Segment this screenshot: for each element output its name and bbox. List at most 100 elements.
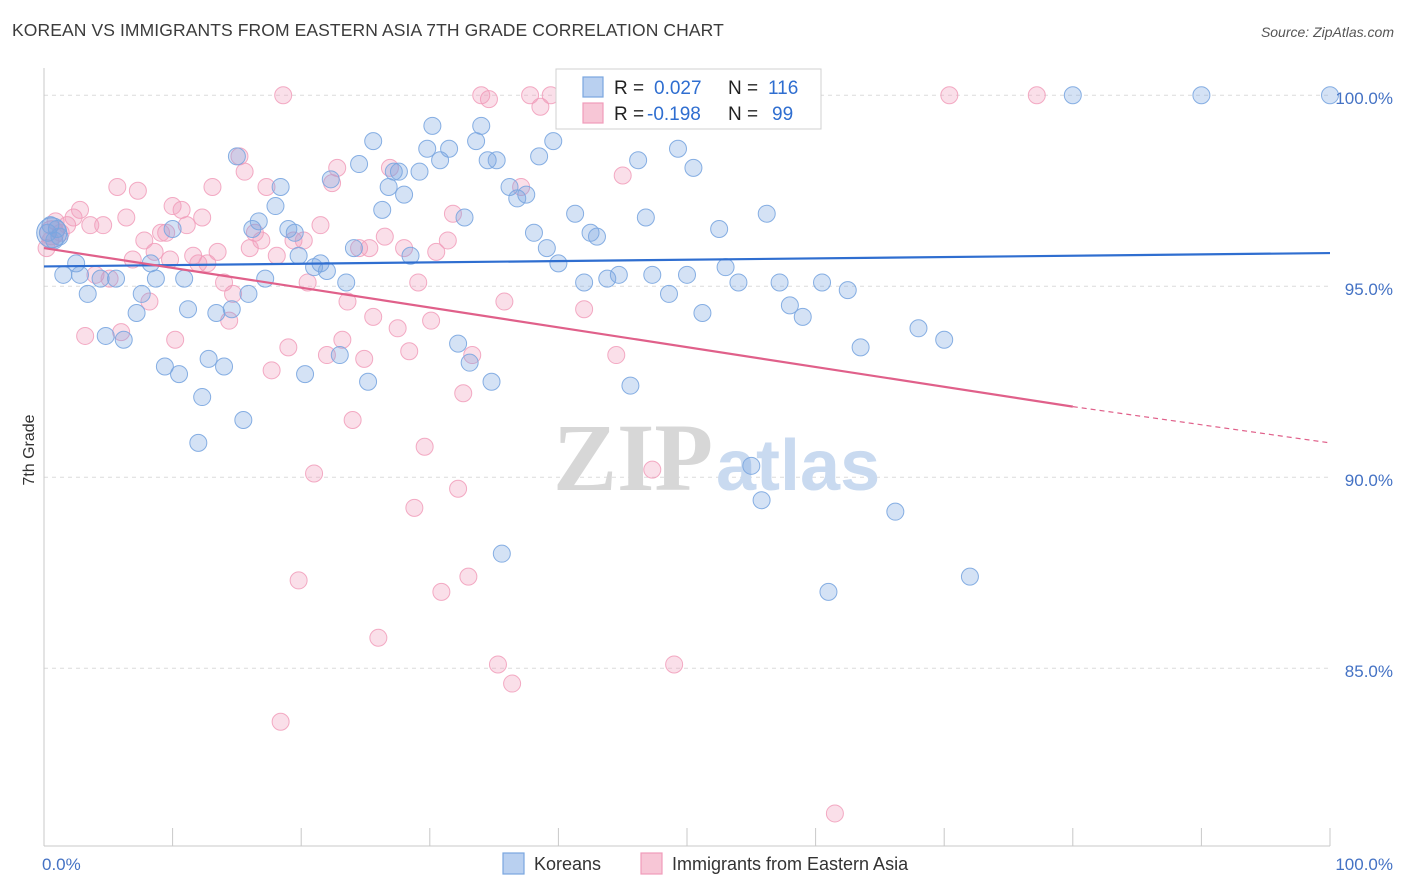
koreans-point (693, 304, 712, 323)
koreans-point (67, 254, 86, 273)
immigrants-point (274, 86, 293, 105)
koreans-point (410, 162, 429, 181)
koreans-point (266, 197, 285, 216)
immigrants-point (71, 200, 90, 219)
koreans-point (227, 147, 246, 166)
watermark-zip: ZIP (553, 404, 713, 511)
koreans-point (71, 265, 90, 284)
immigrants-point (128, 181, 147, 200)
legend-r-value-immigrants: -0.198 (647, 104, 701, 125)
koreans-point (199, 349, 218, 368)
koreans-point (742, 456, 761, 475)
koreans-point (478, 151, 497, 170)
immigrants-point (279, 338, 298, 357)
legend-r-label-koreans: R = (614, 78, 644, 99)
koreans-point (239, 284, 258, 303)
immigrants-point (166, 330, 185, 349)
immigrants-point (388, 319, 407, 338)
immigrants-point (665, 655, 684, 674)
immigrants-point (449, 479, 468, 498)
koreans-point (455, 208, 474, 227)
immigrants-point (289, 571, 308, 590)
legend-r-label-immigrants: R = (614, 104, 644, 125)
koreans-point (78, 284, 97, 303)
immigrants-point (262, 361, 281, 380)
immigrants-point (135, 231, 154, 250)
koreans-point (344, 239, 363, 258)
koreans-point (544, 132, 563, 151)
legend-swatch-koreans (582, 76, 604, 98)
grid-lines (44, 94, 1330, 669)
legend-n-label-immigrants: N = (728, 104, 758, 125)
koreans-point (684, 158, 703, 177)
koreans-point (440, 139, 459, 158)
koreans-point (107, 269, 126, 288)
koreans-point (127, 304, 146, 323)
x-tick-label-min: 0.0% (42, 855, 81, 874)
immigrants-point (454, 384, 473, 403)
immigrants-point (298, 273, 317, 292)
koreans-point (587, 227, 606, 246)
koreans-point (395, 185, 414, 204)
koreans-point (819, 582, 838, 601)
koreans-point (330, 346, 349, 365)
immigrants-point (643, 460, 662, 479)
koreans-point (285, 223, 304, 242)
chart-title: KOREAN VS IMMIGRANTS FROM EASTERN ASIA 7… (12, 20, 724, 40)
immigrants-point (443, 204, 462, 223)
immigrants-point (267, 246, 286, 265)
koreans-point (629, 151, 648, 170)
koreans-cluster-point (36, 217, 68, 249)
koreans-point (146, 269, 165, 288)
immigrants-point (117, 208, 136, 227)
koreans-point (530, 147, 549, 166)
koreans-point (256, 269, 275, 288)
koreans-point (886, 502, 905, 521)
trend-lines (43, 246, 1331, 444)
koreans-point (757, 204, 776, 223)
koreans-point (780, 296, 799, 315)
koreans-point (960, 567, 979, 586)
legend-n-value-immigrants: 99 (772, 104, 793, 125)
koreans-point (373, 200, 392, 219)
immigrants-point (208, 242, 227, 261)
koreans-point (508, 189, 527, 208)
immigrants-point (940, 86, 959, 105)
bottom-legend-swatch-koreans (502, 852, 525, 875)
immigrants-point (152, 223, 171, 242)
source-label: Source: ZipAtlas.com (1260, 24, 1394, 40)
koreans-point (193, 388, 212, 407)
series-immigrants-points (37, 86, 1046, 823)
koreans-point (838, 281, 857, 300)
koreans-point (449, 334, 468, 353)
koreans-point (460, 353, 479, 372)
y-axis-title: 7th Grade (21, 414, 38, 485)
immigrants-point (203, 177, 222, 196)
koreans-point (492, 544, 511, 563)
immigrants-point (364, 307, 383, 326)
immigrants-point (64, 208, 83, 227)
koreans-point (537, 239, 556, 258)
immigrants-point (163, 197, 182, 216)
koreans-point (813, 273, 832, 292)
immigrants-point (459, 567, 478, 586)
koreans-point (482, 372, 501, 391)
koreans-point (91, 269, 110, 288)
bottom-legend-label-koreans: Koreans (534, 854, 601, 874)
koreans-point (1192, 86, 1211, 105)
koreans-point (659, 284, 678, 303)
koreans-point (467, 132, 486, 151)
immigrants-point (108, 177, 127, 196)
bottom-legend-label-immigrants: Immigrants from Eastern Asia (672, 854, 909, 874)
koreans-point (359, 372, 378, 391)
immigrants-point (488, 655, 507, 674)
immigrants-point (305, 464, 324, 483)
legend-swatch-immigrants (582, 102, 604, 124)
immigrants-point (338, 292, 357, 311)
immigrants-point (333, 330, 352, 349)
koreans-point (472, 116, 491, 135)
koreans-point (384, 162, 403, 181)
stats-legend: R = 0.027 N = 116 R = -0.198 N = 99 (555, 68, 822, 130)
immigrants-point (198, 254, 217, 273)
immigrants-point (400, 342, 419, 361)
